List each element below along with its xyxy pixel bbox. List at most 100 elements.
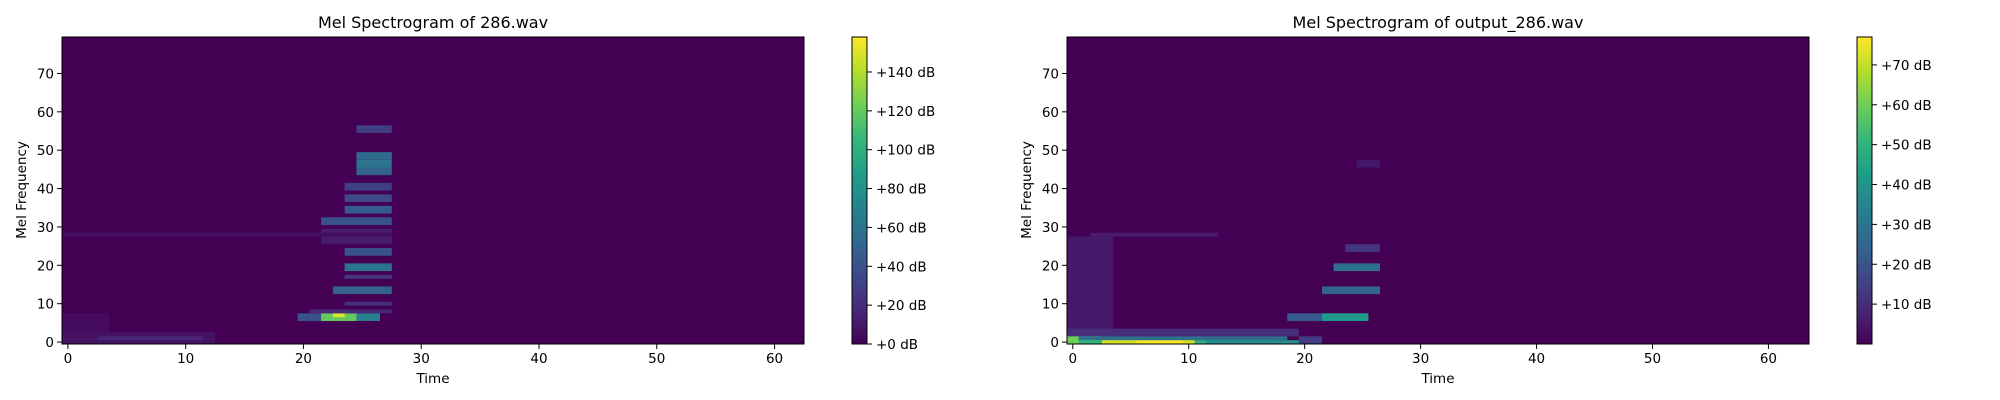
x-tick-label: 60: [1760, 351, 1777, 367]
heatmap-cell: [1345, 244, 1381, 252]
x-tick-label: 30: [1412, 351, 1429, 367]
x-tick-label: 30: [413, 351, 430, 367]
x-tick-label: 60: [766, 351, 783, 367]
y-tick-label: 70: [1042, 66, 1059, 82]
y-tick-label: 60: [1042, 105, 1059, 121]
heatmap-cell: [321, 217, 392, 226]
x-tick-label: 40: [1528, 351, 1545, 367]
heatmap-background: [1067, 37, 1809, 344]
heatmap-cell: [344, 274, 392, 279]
x-axis-ticks-1: 0 10 20 30 40 50 60: [64, 344, 783, 367]
y-tick-label: 0: [1050, 335, 1059, 351]
colorbar-tick-label: +120 dB: [876, 104, 935, 120]
y-tick-label: 10: [37, 297, 54, 313]
x-tick-label: 40: [530, 351, 547, 367]
y-axis-label-2: Mel Frequency: [1019, 141, 1035, 239]
x-axis-label-1: Time: [415, 371, 449, 387]
plot-area-1: [62, 37, 804, 344]
heatmap-cell: [1322, 286, 1381, 295]
y-tick-label: 10: [1042, 297, 1059, 313]
heatmap-cell: [62, 313, 110, 333]
colorbar-1: [851, 36, 868, 345]
heatmap-cell: [344, 301, 392, 306]
heatmap-cell: [356, 313, 380, 321]
y-tick-label: 30: [1042, 220, 1059, 236]
x-axis-ticks-2: 0 10 20 30 40 50 60: [1069, 344, 1777, 367]
x-tick-label: 20: [1296, 351, 1313, 367]
y-tick-label: 20: [37, 258, 54, 274]
plot-area-2: [1067, 37, 1809, 344]
heatmap-cell: [62, 232, 392, 237]
heatmap-cell: [344, 182, 392, 191]
heatmap-cell: [1090, 232, 1218, 237]
y-tick-label: 60: [37, 105, 54, 121]
heatmap-cell: [1067, 328, 1299, 337]
chart-title-2: Mel Spectrogram of output_286.wav: [1293, 13, 1584, 33]
colorbar-tick-label: +20 dB: [1881, 257, 1932, 273]
heatmap-cell: [344, 194, 392, 203]
heatmap-cell: [1322, 313, 1369, 321]
x-axis-label-2: Time: [1420, 371, 1454, 387]
plot-frame-1: [61, 36, 805, 345]
colorbar-tick-label: +80 dB: [876, 182, 927, 198]
heatmap-background: [62, 37, 804, 344]
heatmap-cell: [1333, 263, 1381, 272]
heatmap-cell: [356, 159, 392, 168]
heatmap-cell: [344, 248, 392, 256]
heatmap-cell: [344, 263, 392, 272]
y-tick-label: 40: [37, 182, 54, 198]
heatmap-cell: [297, 313, 333, 321]
colorbar-tick-label: +30 dB: [1881, 217, 1932, 233]
y-tick-label: 50: [1042, 143, 1059, 159]
colorbar-ticks-1: +0 dB +20 dB +40 dB +60 dB +80 dB +100 dB +120…: [867, 65, 935, 353]
spectrogram-panel-2: Mel Spectrogram of output_286.wav 0 10 20 3…: [1019, 13, 1932, 387]
colorbar-tick-label: +60 dB: [876, 220, 927, 236]
y-tick-label: 70: [37, 66, 54, 82]
x-tick-label: 10: [1180, 351, 1197, 367]
y-tick-label: 50: [37, 143, 54, 159]
colorbar-tick-label: +0 dB: [876, 337, 918, 353]
chart-title-1: Mel Spectrogram of 286.wav: [318, 13, 548, 32]
colorbar-tick-label: +60 dB: [1881, 98, 1932, 114]
colorbar-tick-label: +140 dB: [876, 65, 935, 81]
y-axis-label-1: Mel Frequency: [14, 141, 30, 239]
x-tick-label: 0: [1069, 351, 1078, 367]
y-axis-ticks-2: 0 10 20 30 40 50 60 70: [1042, 66, 1067, 351]
heatmap-cell: [1298, 336, 1323, 344]
x-tick-label: 20: [295, 351, 312, 367]
y-tick-label: 30: [37, 220, 54, 236]
y-tick-label: 20: [1042, 258, 1059, 274]
heatmap-cell: [344, 205, 392, 214]
heatmap-cell: [1206, 340, 1299, 344]
colorbar-tick-label: +50 dB: [1881, 138, 1932, 154]
y-tick-label: 0: [45, 335, 54, 351]
x-tick-label: 0: [64, 351, 73, 367]
heatmap-cell: [97, 336, 204, 341]
heatmap-cell: [332, 313, 345, 318]
colorbar-tick-label: +20 dB: [876, 298, 927, 314]
y-axis-ticks-1: 0 10 20 30 40 50 60 70: [37, 66, 62, 351]
heatmap-cell: [1067, 236, 1114, 337]
heatmap-cell: [1136, 340, 1183, 344]
heatmap-cell: [321, 228, 392, 245]
plot-frame-2: [1066, 36, 1810, 345]
heatmap-cell: [356, 167, 392, 176]
heatmap-cell: [332, 286, 392, 295]
x-tick-label: 10: [177, 351, 194, 367]
heatmap-cell: [1078, 336, 1288, 341]
spectrogram-panel-1: Mel Spectrogram of 286.wav 0 10 20 30 40 50 60…: [14, 13, 935, 387]
x-tick-label: 50: [648, 351, 665, 367]
colorbar-2: [1856, 36, 1873, 345]
colorbar-tick-label: +10 dB: [1881, 297, 1932, 313]
y-tick-label: 40: [1042, 182, 1059, 198]
colorbar-ticks-2: +10 dB +20 dB +30 dB +40 dB +50 dB +60 dB +70 …: [1872, 58, 1932, 313]
heatmap-cell: [1356, 159, 1381, 168]
colorbar-tick-label: +40 dB: [1881, 178, 1932, 194]
colorbar-tick-label: +100 dB: [876, 143, 935, 159]
x-tick-label: 50: [1644, 351, 1661, 367]
colorbar-tick-label: +40 dB: [876, 259, 927, 275]
heatmap-cell: [1287, 313, 1323, 321]
heatmap-cell: [356, 125, 392, 133]
heatmap-cell: [356, 152, 392, 160]
